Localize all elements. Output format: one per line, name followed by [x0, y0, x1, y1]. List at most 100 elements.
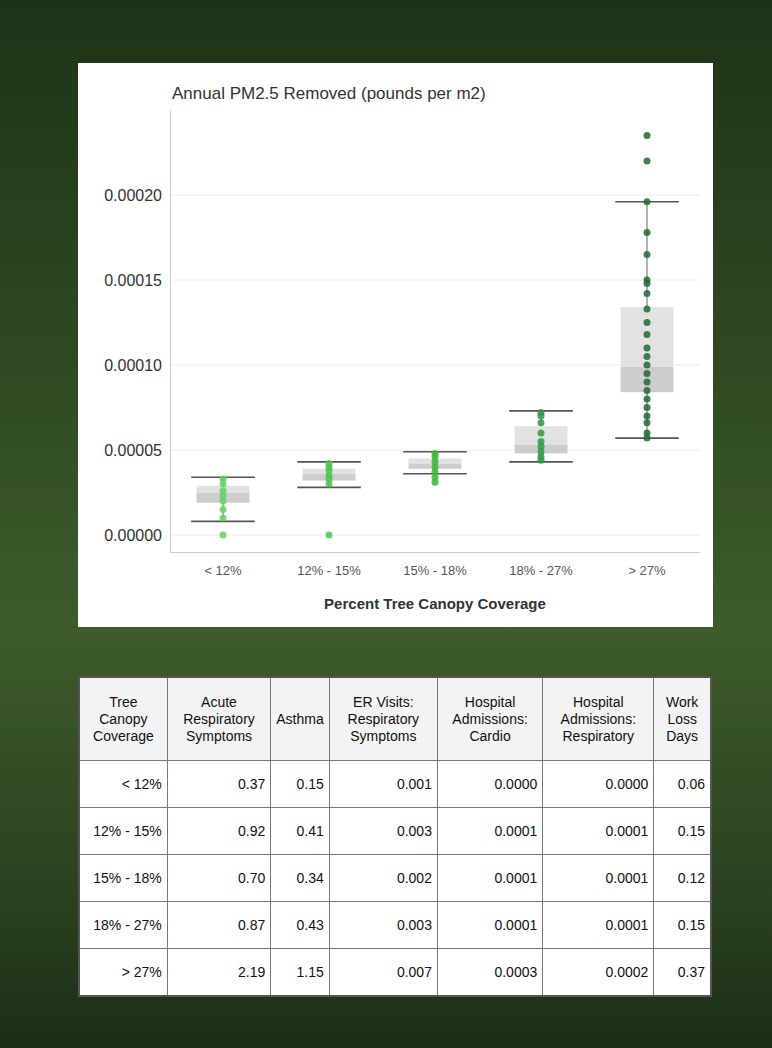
data-point	[220, 487, 227, 494]
table-row: < 12%0.370.150.0010.00000.00000.06	[79, 761, 711, 808]
data-point	[538, 409, 545, 416]
table-cell: 0.0002	[543, 949, 654, 997]
table-cell: 0.15	[654, 902, 711, 949]
x-tick-label: > 27%	[628, 563, 666, 578]
y-axis-line	[170, 111, 171, 553]
x-tick-label: 15% - 18%	[403, 563, 467, 578]
box-upper	[621, 307, 674, 367]
x-tick: 12% - 15%	[297, 552, 361, 578]
y-tick: 0.00015	[104, 272, 170, 289]
table-cell: 0.87	[167, 902, 271, 949]
box-group	[509, 409, 573, 464]
x-tick-label: < 12%	[204, 563, 242, 578]
data-point	[644, 132, 651, 139]
data-point	[538, 438, 545, 445]
table-cell: 0.007	[329, 949, 437, 997]
y-tick-label: 0.00015	[104, 272, 162, 289]
grid-line	[170, 535, 700, 536]
table-cell: 0.70	[167, 855, 271, 902]
data-point	[644, 229, 651, 236]
data-point	[644, 319, 651, 326]
y-tick: 0.00000	[104, 527, 170, 544]
data-point	[220, 515, 227, 522]
row-label: 12% - 15%	[79, 808, 167, 855]
header-row: Tree Canopy CoverageAcute Respiratory Sy…	[79, 677, 711, 761]
data-point	[644, 305, 651, 312]
table-cell: 0.0001	[543, 902, 654, 949]
y-tick-label: 0.00020	[104, 187, 162, 204]
chart-title: Annual PM2.5 Removed (pounds per m2)	[172, 84, 486, 103]
x-tick: 18% - 27%	[509, 552, 573, 578]
y-tick: 0.00010	[104, 357, 170, 374]
data-point	[644, 413, 651, 420]
table-cell: 0.001	[329, 761, 437, 808]
box-group	[403, 450, 467, 486]
grid-line	[170, 280, 700, 281]
data-point	[644, 404, 651, 411]
data-point	[644, 379, 651, 386]
table-cell: 0.002	[329, 855, 437, 902]
data-point	[644, 331, 651, 338]
table-row: 18% - 27%0.870.430.0030.00010.00010.15	[79, 902, 711, 949]
table-cell: 0.0001	[437, 902, 542, 949]
table-panel: Tree Canopy CoverageAcute Respiratory Sy…	[78, 676, 712, 997]
data-point	[644, 345, 651, 352]
data-point	[644, 290, 651, 297]
column-header: Work Loss Days	[654, 677, 711, 761]
table-cell: 0.15	[654, 808, 711, 855]
table-row: 15% - 18%0.700.340.0020.00010.00010.12	[79, 855, 711, 902]
table-cell: 0.15	[271, 761, 329, 808]
data-point	[644, 430, 651, 437]
data-point	[644, 158, 651, 165]
data-point	[644, 277, 651, 284]
data-point	[220, 532, 227, 539]
table-cell: 2.19	[167, 949, 271, 997]
table-cell: 0.37	[167, 761, 271, 808]
table-cell: 0.0001	[543, 855, 654, 902]
data-point	[644, 251, 651, 258]
row-label: 18% - 27%	[79, 902, 167, 949]
table-cell: 0.0001	[543, 808, 654, 855]
data-point	[644, 387, 651, 394]
table-cell: 0.003	[329, 902, 437, 949]
x-tick: 15% - 18%	[403, 552, 467, 578]
x-tick: < 12%	[204, 552, 242, 578]
table-cell: 0.0000	[437, 761, 542, 808]
plot-area: 0.00000 0.00005 0.00010 0.00015 0.00020 < 12%…	[104, 111, 700, 579]
x-tick-label: 18% - 27%	[509, 563, 573, 578]
table-cell: 0.0001	[437, 808, 542, 855]
row-label: > 27%	[79, 949, 167, 997]
box-upper	[515, 426, 568, 445]
row-label: < 12%	[79, 761, 167, 808]
box-group	[615, 132, 679, 442]
table-cell: 0.43	[271, 902, 329, 949]
row-label: 15% - 18%	[79, 855, 167, 902]
y-tick-label: 0.00010	[104, 357, 162, 374]
data-table: Tree Canopy CoverageAcute Respiratory Sy…	[78, 676, 712, 997]
data-point	[220, 475, 227, 482]
y-tick-label: 0.00005	[104, 442, 162, 459]
data-point	[432, 450, 439, 457]
boxes	[191, 132, 679, 539]
data-point	[538, 419, 545, 426]
data-point	[644, 198, 651, 205]
table-cell: 0.37	[654, 949, 711, 997]
x-axis-title: Percent Tree Canopy Coverage	[324, 595, 546, 612]
table-cell: 0.0003	[437, 949, 542, 997]
table-cell: 0.06	[654, 761, 711, 808]
data-point	[220, 506, 227, 513]
data-point	[326, 532, 333, 539]
table-cell: 0.0001	[437, 855, 542, 902]
table-cell: 0.41	[271, 808, 329, 855]
data-point	[326, 460, 333, 467]
table-cell: 0.34	[271, 855, 329, 902]
column-header: Hospital Admissions: Respiratory	[543, 677, 654, 761]
data-point	[644, 353, 651, 360]
chart-svg: 0.00000 0.00005 0.00010 0.00015 0.00020 < 12%…	[78, 63, 713, 627]
table-row: 12% - 15%0.920.410.0030.00010.00010.15	[79, 808, 711, 855]
box-group	[297, 460, 361, 538]
data-point	[644, 419, 651, 426]
box-group	[191, 475, 255, 538]
column-header: Tree Canopy Coverage	[79, 677, 167, 761]
x-tick-label: 12% - 15%	[297, 563, 361, 578]
